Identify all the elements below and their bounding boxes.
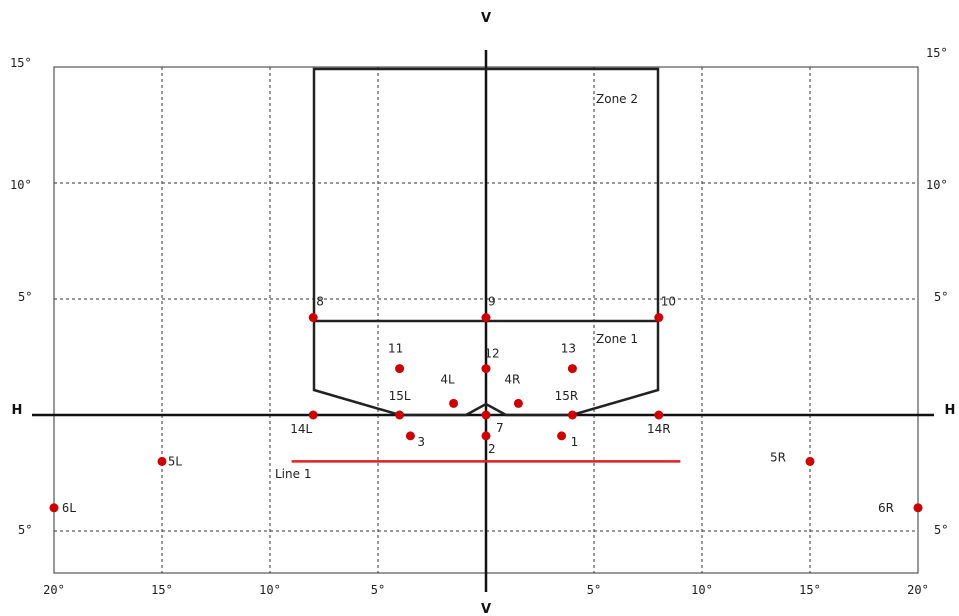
bottom-tick-label: 20°	[907, 583, 929, 597]
point-6r	[913, 503, 923, 513]
point-label-6r: 6R	[878, 501, 894, 515]
bottom-tick-label: 10°	[259, 583, 281, 597]
point-4l	[449, 398, 459, 408]
zone-1-label: Zone 1	[596, 332, 638, 346]
point-14l	[308, 410, 318, 420]
point-label-14r: 14R	[647, 422, 671, 436]
bottom-tick-label: 15°	[151, 583, 173, 597]
point-4r	[513, 398, 523, 408]
zone-1-outline	[312, 319, 660, 417]
point-label-13: 13	[561, 342, 576, 356]
point-label-15r: 15R	[555, 389, 579, 403]
point-label-12: 12	[484, 347, 499, 361]
point-1	[557, 431, 567, 441]
point-13	[567, 364, 577, 374]
left-tick-label: 15°	[10, 56, 32, 70]
v-axis-label-bottom: V	[481, 602, 491, 616]
h-axis-label-right: H	[945, 403, 956, 418]
point-10	[654, 313, 664, 323]
point-label-10: 10	[661, 295, 676, 309]
right-tick-label: 5°	[934, 290, 948, 304]
point-7	[481, 410, 491, 420]
point-6l	[49, 503, 59, 513]
point-label-3: 3	[417, 435, 425, 449]
bottom-tick-label: 20°	[43, 583, 65, 597]
bottom-tick-label: 15°	[799, 583, 821, 597]
point-15r	[567, 410, 577, 420]
zone-2-label: Zone 2	[596, 92, 638, 106]
left-tick-label: 5°	[18, 290, 32, 304]
point-5r	[805, 456, 815, 466]
point-label-6l: 6L	[62, 501, 76, 515]
right-tick-label: 15°	[926, 46, 948, 60]
point-label-15l: 15L	[389, 389, 411, 403]
point-9	[481, 313, 491, 323]
point-label-4l: 4L	[440, 372, 455, 386]
bottom-tick-label: 5°	[371, 583, 385, 597]
line-1-label: Line 1	[275, 467, 311, 481]
point-label-11: 11	[388, 342, 403, 356]
point-label-14l: 14L	[290, 422, 312, 436]
point-3	[405, 431, 415, 441]
left-tick-label: 5°	[18, 523, 32, 537]
point-label-5l: 5L	[168, 454, 182, 468]
right-tick-label: 10°	[926, 178, 948, 192]
point-15l	[395, 410, 405, 420]
point-8	[308, 313, 318, 323]
point-label-4r: 4R	[504, 372, 520, 386]
h-axis-label-left: H	[12, 403, 23, 418]
bottom-tick-label: 5°	[587, 583, 601, 597]
point-14r	[654, 410, 664, 420]
zone-2-outline	[312, 67, 660, 321]
point-label-8: 8	[316, 295, 324, 309]
right-tick-label: 5°	[934, 523, 948, 537]
point-label-2: 2	[488, 442, 496, 456]
point-label-9: 9	[488, 295, 496, 309]
bottom-tick-label: 10°	[691, 583, 713, 597]
point-5l	[157, 456, 167, 466]
left-tick-label: 10°	[10, 178, 32, 192]
point-label-1: 1	[571, 435, 579, 449]
point-label-7: 7	[496, 421, 504, 435]
point-11	[395, 364, 405, 374]
v-axis-label-top: V	[481, 11, 491, 26]
point-12	[481, 364, 491, 374]
point-2	[481, 431, 491, 441]
point-label-5r: 5R	[770, 450, 786, 464]
